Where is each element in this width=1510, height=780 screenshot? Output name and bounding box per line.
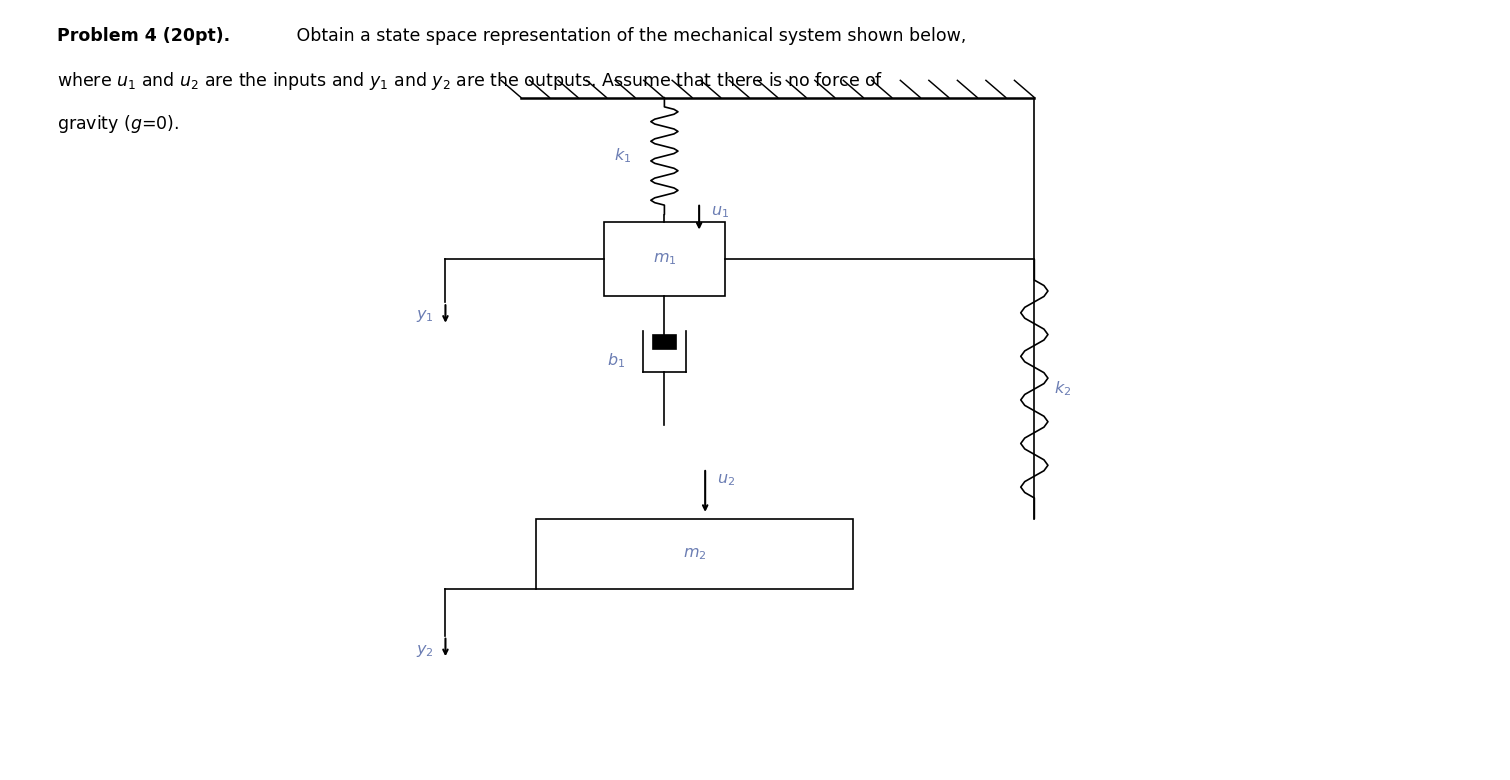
Text: $m_1$: $m_1$ [652, 251, 676, 268]
Bar [536, 519, 853, 589]
Text: Obtain a state space representation of the mechanical system shown below,: Obtain a state space representation of t… [291, 27, 966, 45]
Text: gravity ($g$=0).: gravity ($g$=0). [57, 113, 180, 135]
Text: $k_1$: $k_1$ [615, 147, 631, 165]
Text: $u_1$: $u_1$ [711, 204, 729, 220]
Text: $y_2$: $y_2$ [415, 644, 433, 659]
Bar [604, 222, 725, 296]
Text: $m_2$: $m_2$ [683, 546, 707, 562]
Text: $u_2$: $u_2$ [717, 472, 735, 488]
Text: Problem 4 (20pt).: Problem 4 (20pt). [57, 27, 231, 45]
Text: where $u_1$ and $u_2$ are the inputs and $y_1$ and $y_2$ are the outputs. Assume: where $u_1$ and $u_2$ are the inputs and… [57, 70, 883, 92]
Text: $b_1$: $b_1$ [607, 352, 625, 370]
Text: $y_1$: $y_1$ [415, 307, 433, 324]
FancyBboxPatch shape [652, 335, 676, 349]
Text: $k_2$: $k_2$ [1054, 380, 1071, 399]
